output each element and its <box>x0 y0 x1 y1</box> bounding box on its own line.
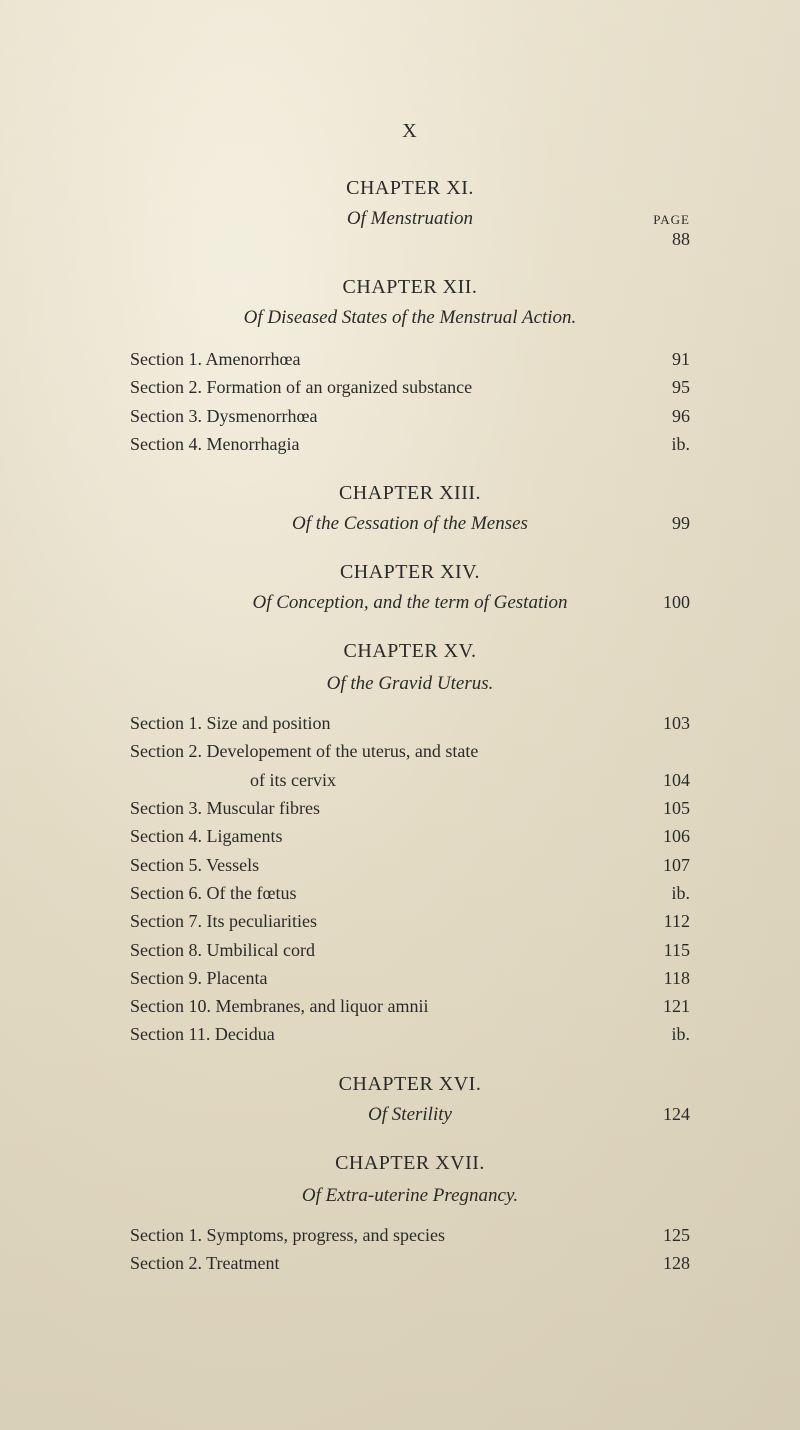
page-number: 125 <box>636 1223 690 1247</box>
page-number: 107 <box>636 853 690 877</box>
chapter-xvi-heading: CHAPTER XVI. <box>130 1073 690 1096</box>
chapter-xvii-title: Of Extra-uterine Pregnancy. <box>130 1185 690 1207</box>
chapter-xi-heading: CHAPTER XI. <box>130 177 690 200</box>
page-number: PAGE 88 <box>636 208 690 250</box>
toc-row: Section 3. Muscular fibres 105 <box>130 796 690 820</box>
chapter-xii-heading: CHAPTER XII. <box>130 276 690 299</box>
toc-row: Section 4. Ligaments 106 <box>130 824 690 848</box>
chapter-xii-title: Of Diseased States of the Menstrual Acti… <box>130 307 690 329</box>
toc-entry: Section 2. Formation of an organized sub… <box>130 375 636 399</box>
page-number: 106 <box>636 824 690 848</box>
toc-entry: Section 3. Dysmenorrhœa <box>130 404 636 428</box>
toc-row: Section 9. Placenta 118 <box>130 966 690 990</box>
toc-entry: Section 1. Symptoms, progress, and speci… <box>130 1223 636 1247</box>
toc-row: Section 10. Membranes, and liquor amnii … <box>130 994 690 1018</box>
toc-row: Section 1. Size and position 103 <box>130 711 690 735</box>
chapter-xiii-row: Of the Cessation of the Menses 99 <box>130 513 690 535</box>
toc-entry: Section 3. Muscular fibres <box>130 796 636 820</box>
page-number: 95 <box>636 375 690 399</box>
toc-row: Section 1. Amenorrhœa 91 <box>130 347 690 371</box>
chapter-xiv-row: Of Conception, and the term of Gestation… <box>130 592 690 614</box>
toc-row: Section 3. Dysmenorrhœa 96 <box>130 404 690 428</box>
page-number: 104 <box>636 768 690 792</box>
page-number: 128 <box>636 1251 690 1275</box>
toc-row: of its cervix 104 <box>130 768 690 792</box>
toc-row: Section 8. Umbilical cord 115 <box>130 938 690 962</box>
chapter-xvi-row: Of Sterility 124 <box>130 1104 690 1126</box>
toc-row: Section 11. Decidua ib. <box>130 1022 690 1046</box>
chapter-xi-title: Of Menstruation <box>184 208 636 230</box>
chapter-xv-title: Of the Gravid Uterus. <box>130 673 690 695</box>
toc-entry-continuation: of its cervix <box>130 768 636 792</box>
page-number: 100 <box>636 592 690 613</box>
page-number: ib. <box>636 432 690 456</box>
toc-row: Section 7. Its peculiarities 112 <box>130 909 690 933</box>
chapter-xiv-title: Of Conception, and the term of Gestation <box>184 592 636 614</box>
toc-row: Section 5. Vessels 107 <box>130 853 690 877</box>
toc-entry: Section 2. Developement of the uterus, a… <box>130 739 636 763</box>
toc-entry: Section 8. Umbilical cord <box>130 938 636 962</box>
toc-entry: Section 4. Menorrhagia <box>130 432 636 456</box>
toc-entry: Section 11. Decidua <box>130 1022 636 1046</box>
toc-row: Section 2. Treatment 128 <box>130 1251 690 1275</box>
chapter-xiv-heading: CHAPTER XIV. <box>130 561 690 584</box>
running-head: X <box>130 120 690 143</box>
page-number: 91 <box>636 347 690 371</box>
toc-entry: Section 4. Ligaments <box>130 824 636 848</box>
chapter-xv-heading: CHAPTER XV. <box>130 640 690 663</box>
chapter-xvii-heading: CHAPTER XVII. <box>130 1152 690 1175</box>
toc-row: Section 1. Symptoms, progress, and speci… <box>130 1223 690 1247</box>
toc-entry: Section 10. Membranes, and liquor amnii <box>130 994 636 1018</box>
toc-entry: Section 9. Placenta <box>130 966 636 990</box>
toc-entry: Section 1. Amenorrhœa <box>130 347 636 371</box>
chapter-xiii-heading: CHAPTER XIII. <box>130 482 690 505</box>
page-number: 112 <box>636 909 690 933</box>
page-number: ib. <box>636 881 690 905</box>
toc-row: Section 4. Menorrhagia ib. <box>130 432 690 456</box>
page-number: 96 <box>636 404 690 428</box>
page-label: PAGE <box>653 212 690 227</box>
page-number: 118 <box>636 966 690 990</box>
toc-entry: Section 1. Size and position <box>130 711 636 735</box>
page-number: 99 <box>636 513 690 534</box>
toc-row: Section 2. Developement of the uterus, a… <box>130 739 690 763</box>
page-number: 124 <box>636 1104 690 1125</box>
toc-entry: Section 7. Its peculiarities <box>130 909 636 933</box>
chapter-xvi-title: Of Sterility <box>184 1104 636 1126</box>
page-number: ib. <box>636 1022 690 1046</box>
page-number: 121 <box>636 994 690 1018</box>
toc-entry: Section 5. Vessels <box>130 853 636 877</box>
chapter-xi-row: Of Menstruation PAGE 88 <box>130 208 690 250</box>
page-number: 103 <box>636 711 690 735</box>
page-number: 105 <box>636 796 690 820</box>
page: X CHAPTER XI. Of Menstruation PAGE 88 CH… <box>0 0 800 1430</box>
page-number: 115 <box>636 938 690 962</box>
toc-entry: Section 6. Of the fœtus <box>130 881 636 905</box>
toc-row: Section 6. Of the fœtus ib. <box>130 881 690 905</box>
chapter-xiii-title: Of the Cessation of the Menses <box>184 513 636 535</box>
toc-row: Section 2. Formation of an organized sub… <box>130 375 690 399</box>
toc-entry: Section 2. Treatment <box>130 1251 636 1275</box>
